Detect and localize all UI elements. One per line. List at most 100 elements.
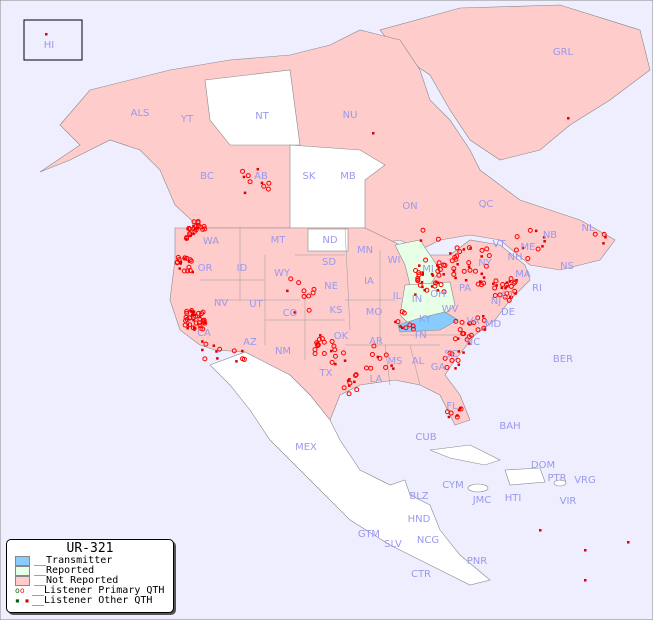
listener-primary-qth bbox=[266, 180, 272, 186]
listener-other-qth bbox=[509, 295, 512, 299]
label-al: AL bbox=[412, 356, 425, 367]
label-jmc: JMC bbox=[472, 495, 492, 506]
state-borders bbox=[200, 227, 470, 386]
label-ne: NE bbox=[324, 281, 338, 292]
listener-other-qth bbox=[256, 167, 260, 171]
label-sk: SK bbox=[303, 171, 316, 182]
listener-primary-qth bbox=[466, 245, 472, 251]
listener-primary-qth bbox=[527, 227, 533, 233]
listener-primary-qth bbox=[184, 308, 190, 314]
label-ms: MS bbox=[388, 356, 403, 367]
listener-primary-qth bbox=[354, 387, 360, 393]
label-ia: IA bbox=[364, 276, 374, 287]
listener-other-qth bbox=[454, 276, 457, 280]
listener-other-qth bbox=[190, 313, 194, 317]
legend-label: __Reported bbox=[34, 565, 95, 576]
region-grl bbox=[379, 4, 651, 161]
listener-primary-qth bbox=[193, 320, 199, 326]
listener-primary-qth bbox=[481, 317, 487, 323]
listener-primary-qth bbox=[319, 336, 325, 342]
listener-primary-qth bbox=[353, 372, 359, 378]
label-nl: NL bbox=[581, 223, 594, 234]
listener-primary-qth bbox=[492, 285, 498, 291]
listener-primary-qth bbox=[423, 257, 429, 263]
listener-primary-qth bbox=[245, 173, 251, 179]
listener-primary-qth bbox=[306, 307, 312, 313]
listener-other-qth bbox=[505, 285, 509, 288]
listener-primary-qth bbox=[329, 338, 335, 344]
label-az: AZ bbox=[243, 337, 257, 348]
listener-primary-qth bbox=[331, 343, 337, 349]
listener-other-qth bbox=[469, 247, 472, 250]
listener-primary-qth bbox=[441, 289, 447, 295]
listener-primary-qth bbox=[453, 318, 459, 324]
listener-primary-qth bbox=[184, 255, 190, 261]
listener-other-qth bbox=[260, 181, 264, 185]
label-ber: BER bbox=[553, 354, 573, 365]
listener-primary-qth bbox=[417, 282, 423, 288]
listener-other-qth bbox=[480, 255, 483, 258]
listener-other-qth bbox=[521, 246, 525, 250]
label-va: VA bbox=[466, 316, 479, 327]
region-jamaica bbox=[467, 483, 489, 493]
listener-other-qth bbox=[514, 292, 517, 295]
not-reported-swatch bbox=[15, 576, 30, 586]
listener-other-qth bbox=[196, 227, 199, 230]
listener-other-qth bbox=[319, 334, 322, 337]
listener-other-qth bbox=[467, 265, 471, 268]
label-ncg: NCG bbox=[417, 535, 439, 546]
listener-primary-qth bbox=[347, 380, 353, 386]
label-ab: AB bbox=[254, 171, 268, 182]
label-wy: WY bbox=[274, 268, 291, 279]
label-ar: AR bbox=[369, 336, 383, 347]
listener-other-qth bbox=[480, 272, 484, 276]
listener-primary-qth bbox=[197, 323, 203, 329]
listener-other-qth bbox=[456, 337, 460, 340]
label-nb: NB bbox=[543, 230, 557, 241]
listener-other-qth bbox=[541, 245, 544, 248]
listener-other-qth bbox=[457, 350, 460, 353]
listener-primary-qth bbox=[448, 410, 454, 416]
label-bc: BC bbox=[200, 171, 214, 182]
listener-primary-qth bbox=[457, 327, 463, 333]
label-ok: OK bbox=[334, 331, 349, 342]
listener-other-qth bbox=[543, 240, 546, 243]
listener-other-qth bbox=[193, 227, 197, 231]
listener-primary-qth bbox=[184, 236, 190, 242]
legend-label: __Transmitter bbox=[34, 555, 113, 566]
listener-other-qth bbox=[567, 117, 570, 120]
label-hti: HTI bbox=[505, 493, 522, 504]
region-mi bbox=[394, 239, 441, 286]
listener-other-qth bbox=[479, 280, 482, 283]
listener-other-qth bbox=[186, 323, 190, 327]
listener-primary-qth bbox=[437, 267, 443, 273]
listener-primary-qth bbox=[288, 276, 294, 282]
listener-other-qth bbox=[189, 234, 192, 237]
listener-primary-qth bbox=[481, 280, 487, 286]
transmitter-swatch bbox=[15, 556, 30, 566]
listener-other-qth bbox=[420, 280, 424, 284]
listener-other-qth bbox=[235, 360, 238, 363]
listener-primary-qth bbox=[183, 318, 189, 324]
listener-primary-qth bbox=[316, 336, 322, 342]
listener-primary-qth bbox=[461, 268, 467, 274]
label-vt: VT bbox=[493, 239, 507, 250]
legend-item-other-qth: ▪ ▪ __Listener Other QTH bbox=[15, 596, 173, 606]
listener-primary-qth bbox=[506, 297, 512, 303]
listener-primary-qth bbox=[190, 325, 196, 331]
listener-primary-qth bbox=[442, 355, 448, 361]
other-qth-icon: ▪ ▪ bbox=[15, 596, 30, 605]
listener-other-qth bbox=[468, 342, 471, 345]
label-il: IL bbox=[393, 291, 402, 302]
listener-primary-qth bbox=[475, 327, 481, 333]
legend-item-transmitter: __Transmitter bbox=[15, 556, 173, 566]
listener-other-qth bbox=[201, 348, 204, 352]
listener-other-qth bbox=[430, 272, 434, 276]
listener-primary-qth bbox=[460, 331, 466, 337]
listener-other-qth bbox=[436, 264, 439, 267]
listener-primary-qth bbox=[217, 346, 223, 352]
listener-other-qth bbox=[243, 191, 247, 195]
listener-other-qth bbox=[185, 237, 188, 241]
listener-primary-qth bbox=[514, 234, 520, 240]
label-vir: VIR bbox=[560, 496, 577, 507]
